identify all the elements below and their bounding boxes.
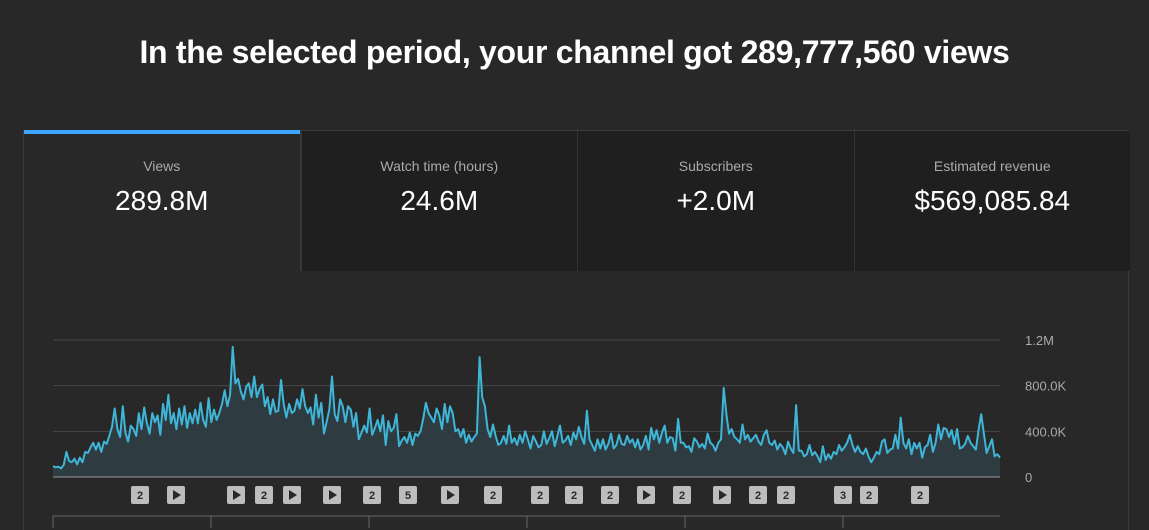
video-count-label: 2 bbox=[755, 490, 761, 502]
play-icon bbox=[173, 490, 181, 500]
video-count-label: 2 bbox=[490, 490, 496, 502]
video-count-label: 2 bbox=[571, 490, 577, 502]
y-tick-label: 400.0K bbox=[1025, 424, 1067, 439]
video-count-label: 2 bbox=[137, 490, 143, 502]
video-count-label: 2 bbox=[261, 490, 267, 502]
views-series-line[interactable] bbox=[52, 345, 1001, 470]
tab-views[interactable]: Views 289.8M bbox=[24, 130, 301, 271]
video-count-label: 2 bbox=[537, 490, 543, 502]
tab-estimated-revenue[interactable]: Estimated revenue $569,085.84 bbox=[853, 131, 1130, 271]
play-icon bbox=[289, 490, 297, 500]
video-marker[interactable] bbox=[860, 486, 878, 504]
video-marker[interactable] bbox=[834, 486, 852, 504]
y-tick-label: 800.0K bbox=[1025, 379, 1067, 394]
y-tick-label: 1.2M bbox=[1025, 333, 1054, 348]
tab-subscribers-value: +2.0M bbox=[676, 185, 756, 216]
tab-revenue-value: $569,085.84 bbox=[914, 185, 1071, 216]
video-count-label: 5 bbox=[405, 490, 411, 502]
video-marker[interactable] bbox=[777, 486, 795, 504]
tab-views-label: Views bbox=[143, 158, 181, 174]
video-marker[interactable] bbox=[673, 486, 691, 504]
views-area-fill bbox=[53, 346, 1000, 477]
tab-views-value: 289.8M bbox=[115, 185, 209, 216]
play-icon bbox=[643, 490, 651, 500]
y-tick-label: 0 bbox=[1025, 470, 1032, 485]
video-count-label: 2 bbox=[917, 490, 923, 502]
tab-watch-time-value: 24.6M bbox=[400, 185, 479, 216]
video-count-label: 2 bbox=[866, 490, 872, 502]
play-icon bbox=[447, 490, 455, 500]
play-icon bbox=[329, 490, 337, 500]
video-count-label: 2 bbox=[607, 490, 613, 502]
play-icon bbox=[233, 490, 241, 500]
video-marker[interactable] bbox=[255, 486, 273, 504]
video-marker[interactable] bbox=[565, 486, 583, 504]
tab-revenue-label: Estimated revenue bbox=[933, 158, 1051, 174]
page-headline: In the selected period, your channel got… bbox=[139, 34, 1010, 70]
video-marker[interactable] bbox=[363, 486, 381, 504]
video-marker[interactable] bbox=[131, 486, 149, 504]
tab-subscribers[interactable]: Subscribers +2.0M bbox=[577, 131, 854, 271]
video-marker[interactable] bbox=[484, 486, 502, 504]
video-marker[interactable] bbox=[911, 486, 929, 504]
play-icon bbox=[719, 490, 727, 500]
video-count-label: 2 bbox=[783, 490, 789, 502]
video-marker[interactable] bbox=[399, 486, 417, 504]
video-count-label: 3 bbox=[840, 490, 846, 502]
video-marker[interactable] bbox=[749, 486, 767, 504]
active-tab-indicator bbox=[24, 130, 300, 134]
tab-watch-time[interactable]: Watch time (hours) 24.6M bbox=[300, 131, 577, 271]
video-marker[interactable] bbox=[601, 486, 619, 504]
video-count-label: 2 bbox=[679, 490, 685, 502]
tab-subscribers-label: Subscribers bbox=[678, 158, 753, 174]
video-count-label: 2 bbox=[369, 490, 375, 502]
tab-watch-time-label: Watch time (hours) bbox=[380, 158, 499, 174]
metric-tabs: Views 289.8M Watch time (hours) 24.6M Su… bbox=[24, 130, 1130, 271]
video-marker[interactable] bbox=[531, 486, 549, 504]
